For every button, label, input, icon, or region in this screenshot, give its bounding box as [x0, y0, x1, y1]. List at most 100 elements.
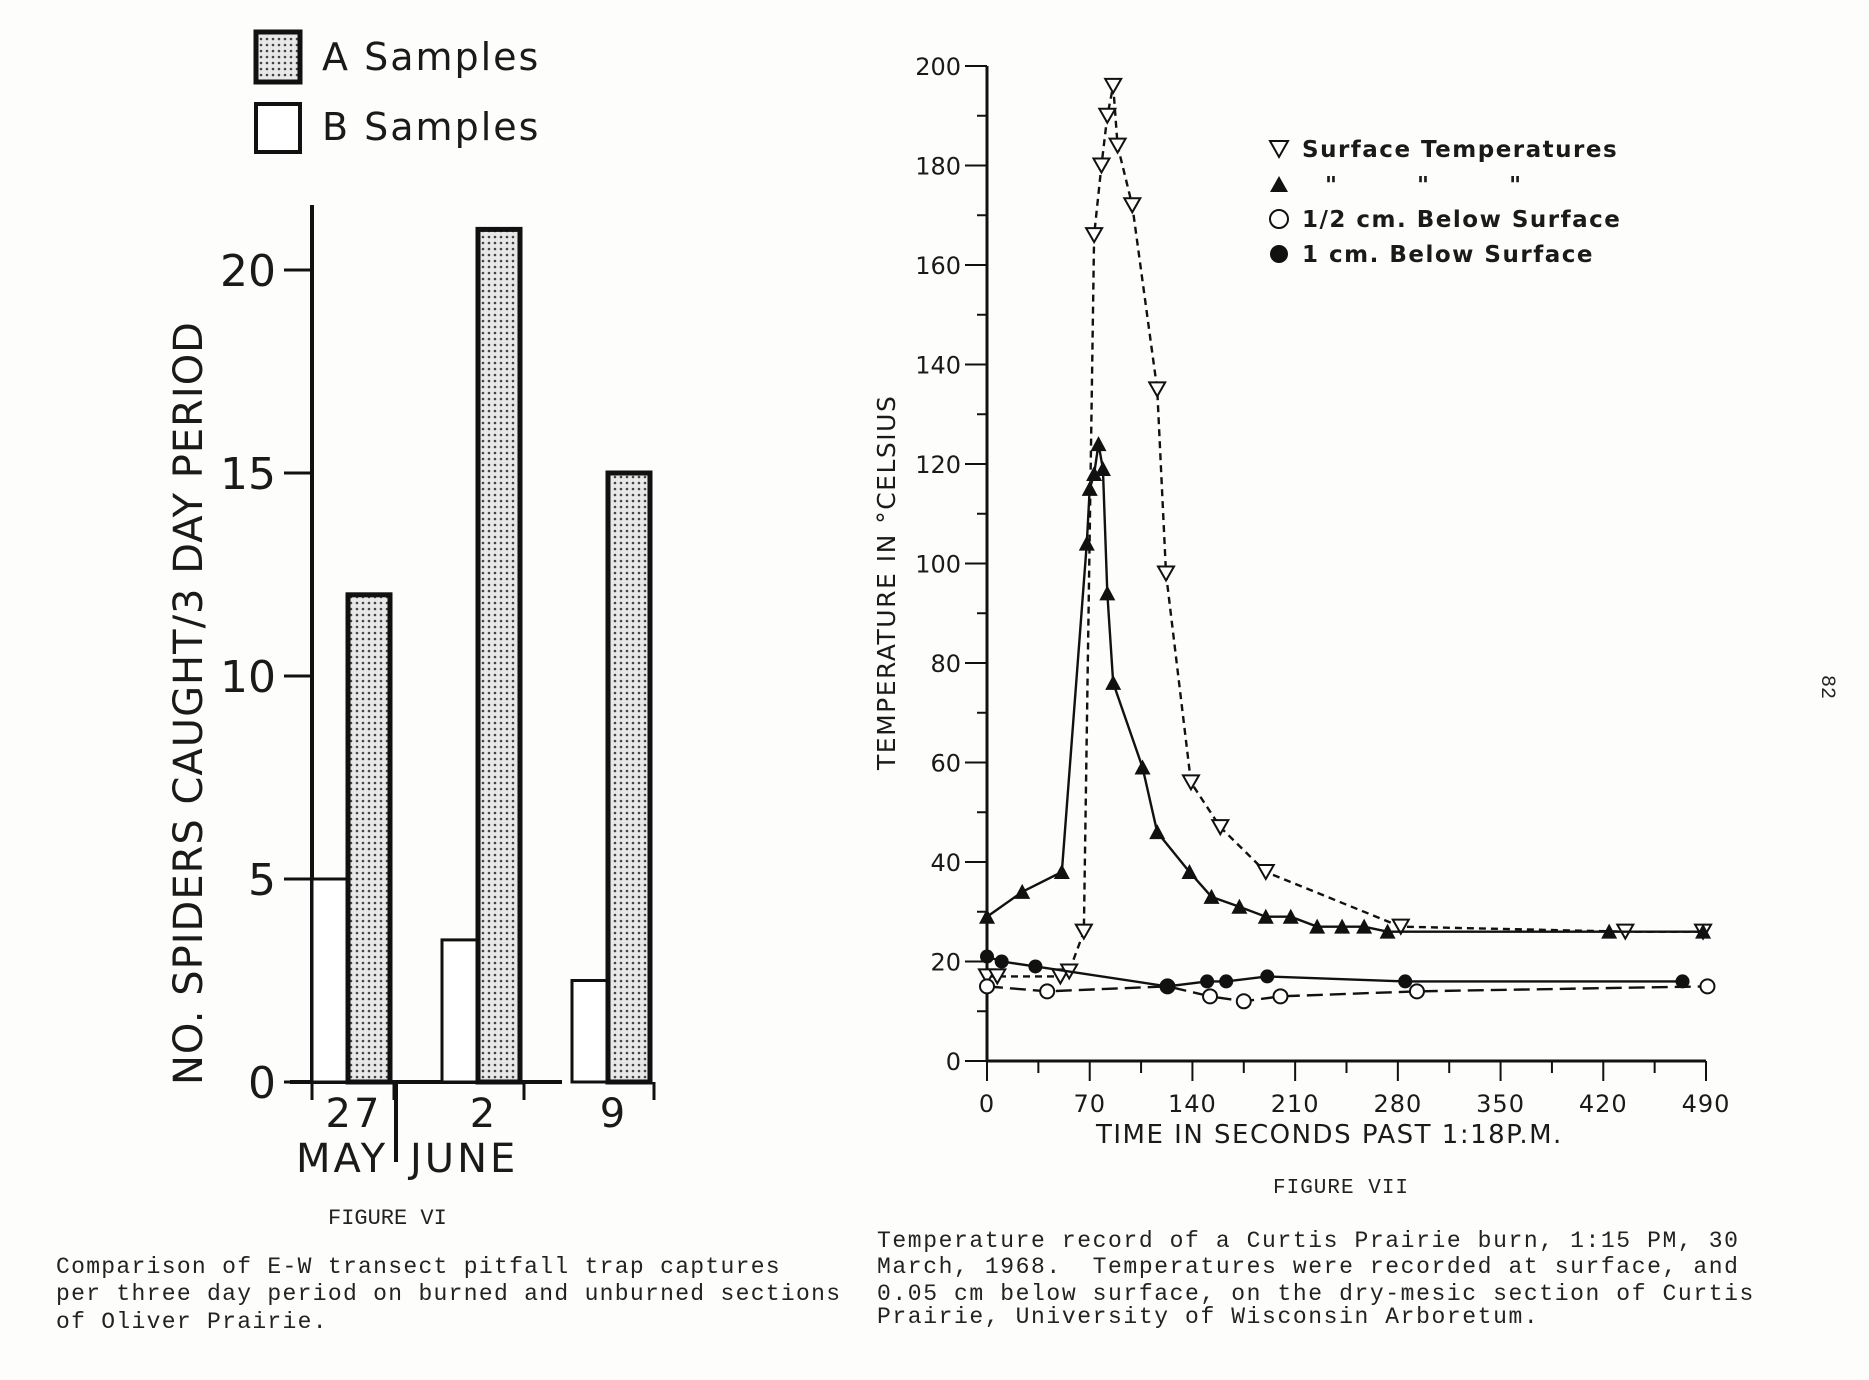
- filled-triangle-point: [1181, 863, 1198, 879]
- legend-label-b: B Samples: [322, 105, 540, 149]
- legend-label-surface: Surface Temperatures: [1302, 137, 1618, 163]
- open-triangle-point: [1084, 227, 1104, 245]
- fig7-x-tick-label: 210: [1271, 1090, 1320, 1118]
- open-circle-point: [979, 978, 995, 995]
- page-number: 82: [1815, 675, 1838, 699]
- bar-a-samples: [605, 470, 653, 1085]
- filled-triangle-point: [1081, 480, 1098, 496]
- legend-label-half-cm: 1/2 cm. Below Surface: [1302, 207, 1621, 233]
- filled-triangle-point: [1078, 535, 1095, 551]
- open-circle-point: [1235, 993, 1252, 1010]
- legend-filled-triangle-icon: [1270, 176, 1288, 192]
- filled-triangle-point: [1334, 918, 1351, 934]
- fig7-y-tick-label: 200: [915, 53, 961, 81]
- filled-triangle-point: [1695, 923, 1712, 939]
- legend-label-ditto: " " ": [1325, 173, 1521, 199]
- fig7-x-tick-label: 490: [1682, 1090, 1731, 1118]
- open-triangle-point: [987, 968, 1007, 986]
- filled-circle-point: [1200, 974, 1215, 989]
- filled-triangle-point: [1090, 436, 1107, 452]
- filled-triangle-point: [1086, 465, 1103, 481]
- open-triangle-point: [1256, 863, 1276, 881]
- filled-triangle-point: [1203, 888, 1220, 904]
- fig7-legend: Surface Temperatures " " " 1/2 cm. Below…: [1268, 137, 1621, 268]
- fig7-caption-line: Prairie, University of Wisconsin Arboret…: [877, 1304, 1539, 1330]
- filled-triangle-point: [1309, 918, 1326, 934]
- legend-open-circle-icon: [1269, 209, 1289, 229]
- fig7-x-tick-label: 420: [1579, 1090, 1628, 1118]
- legend-swatch-b: [254, 102, 302, 154]
- filled-triangle-point: [1231, 898, 1248, 914]
- filled-triangle-point: [1014, 883, 1031, 899]
- legend-label-a: A Samples: [322, 35, 540, 79]
- fig7-y-tick-label: 120: [915, 451, 961, 479]
- filled-triangle-point: [1379, 923, 1396, 939]
- fig6-legend: A Samples B Samples: [253, 29, 540, 154]
- fig6-plot: 0 5 10 15 20 27 2 9 MAY JUNE: [220, 205, 656, 1182]
- open-triangle-point: [1107, 137, 1128, 155]
- bar-b-samples: [310, 877, 350, 1084]
- month-label-june: JUNE: [407, 1136, 518, 1182]
- fig7-x-tick-label: 280: [1373, 1090, 1422, 1118]
- filled-circle-point: [1219, 974, 1234, 989]
- fig7-y-tick-label: 100: [915, 551, 961, 579]
- fig6-y-tick-label: 0: [248, 1058, 276, 1109]
- fig7-y-axis-label: TEMPERATURE IN °CELSIUS: [872, 395, 901, 771]
- bar-a-samples: [475, 226, 523, 1085]
- open-triangle-point: [1391, 918, 1411, 936]
- filled-triangle-point: [1257, 908, 1274, 924]
- fig7-y-tick-label: 140: [915, 352, 961, 380]
- fig7-y-tick-label: 80: [930, 650, 961, 678]
- series-line-2: [986, 985, 1708, 1003]
- fig7-y-tick-label: 180: [915, 153, 961, 181]
- open-circle-point: [1408, 983, 1425, 1000]
- fig6-x-tick-label: 9: [600, 1091, 628, 1137]
- filled-circle-point: [1398, 974, 1413, 989]
- fig7-x-tick-label: 350: [1476, 1090, 1525, 1118]
- filled-circle-point: [1675, 974, 1690, 989]
- filled-circle-point: [994, 954, 1009, 969]
- filled-triangle-point: [1282, 908, 1299, 924]
- filled-triangle-point: [1105, 674, 1122, 690]
- fig6-x-tick-label: 27: [326, 1091, 383, 1137]
- filled-triangle-point: [1094, 460, 1111, 476]
- fig7-caption-line: Temperature record of a Curtis Prairie b…: [877, 1228, 1740, 1254]
- open-triangle-point: [1156, 565, 1176, 583]
- filled-circle-point: [980, 949, 994, 964]
- fig7-plot: 0 20 40 60 80 100 120 140 160 180 200 0 70 140 210 280 3…: [915, 53, 1731, 1118]
- open-triangle-point: [1147, 381, 1167, 399]
- open-triangle-point: [1103, 77, 1123, 95]
- open-circle-point: [1272, 988, 1289, 1005]
- fig6-caption-line: of Oliver Prairie.: [56, 1309, 328, 1335]
- fig7-x-axis-label: TIME IN SECONDS PAST 1:18P.M.: [1095, 1120, 1563, 1150]
- legend-label-one-cm: 1 cm. Below Surface: [1302, 242, 1594, 268]
- fig6-y-tick-label: 10: [220, 652, 276, 703]
- filled-triangle-point: [1099, 585, 1116, 601]
- filled-triangle-point: [979, 908, 995, 924]
- fig6-y-tick-label: 20: [220, 246, 276, 297]
- fig7-figure-label: FIGURE VII: [1273, 1177, 1409, 1200]
- filled-circle-point: [1260, 969, 1275, 984]
- fig6-x-tick-label: 2: [470, 1091, 498, 1137]
- filled-triangle-point: [1356, 918, 1373, 934]
- legend-open-triangle-icon: [1268, 140, 1290, 160]
- fig7-y-tick-label: 60: [930, 750, 961, 778]
- fig7-caption-line: 0.05 cm below surface, on the dry-mesic …: [877, 1281, 1755, 1307]
- series-line-1: [986, 443, 1704, 933]
- filled-triangle-point: [1134, 759, 1151, 775]
- fig6-y-axis-label: NO. SPIDERS CAUGHT/3 DAY PERIOD: [166, 321, 212, 1085]
- bar-b-samples: [440, 938, 480, 1084]
- fig6-y-tick-label: 5: [248, 855, 276, 906]
- open-circle-point: [1202, 988, 1219, 1005]
- open-circle-point: [1039, 983, 1056, 1000]
- bar-b-samples: [570, 979, 610, 1084]
- filled-circle-point: [1160, 979, 1175, 994]
- fig6-caption-line: per three day period on burned and unbur…: [56, 1281, 841, 1307]
- fig7-x-tick-label: 70: [1073, 1090, 1106, 1118]
- fig6-caption-line: Comparison of E-W transect pitfall trap …: [56, 1254, 781, 1280]
- filled-circle-point: [1028, 959, 1043, 974]
- fig7-y-tick-label: 20: [930, 949, 961, 977]
- filled-triangle-point: [1149, 824, 1166, 840]
- filled-triangle-point: [1053, 863, 1070, 879]
